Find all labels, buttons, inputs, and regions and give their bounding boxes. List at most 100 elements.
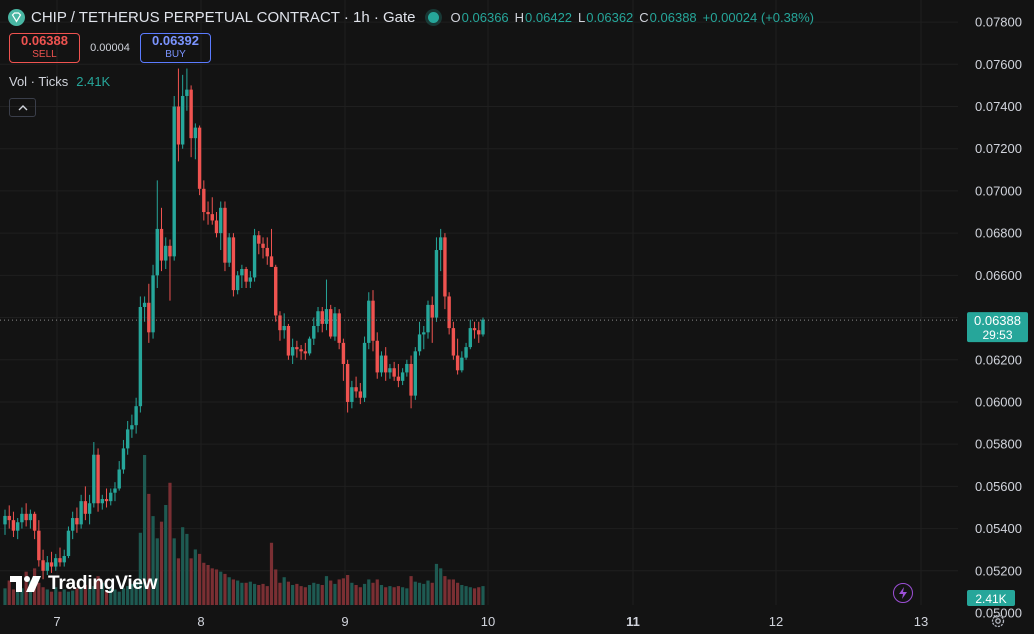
ohlc-high: H0.06422 <box>514 9 573 25</box>
volume-bar <box>100 582 104 605</box>
candle-body <box>134 406 138 426</box>
candle-body <box>240 269 244 276</box>
candle <box>248 271 253 289</box>
grid <box>0 0 958 614</box>
time-axis[interactable]: 7 8 9 10 11 12 13 <box>0 607 958 634</box>
buy-button[interactable]: 0.06392 BUY <box>140 33 211 63</box>
volume-bar <box>286 581 291 605</box>
candle-body <box>379 355 384 373</box>
volume-bar <box>324 576 329 605</box>
candle <box>164 237 168 270</box>
volume-bar <box>337 579 341 605</box>
candle <box>269 228 274 267</box>
volume-bar <box>75 588 79 605</box>
volume-bar <box>307 585 312 605</box>
candle-body <box>130 425 134 430</box>
candle <box>244 266 248 289</box>
volume-bar <box>126 586 130 605</box>
candle <box>422 325 426 350</box>
candle-body <box>185 89 189 96</box>
candle <box>455 338 460 375</box>
volume-bar <box>350 582 354 605</box>
candle-body <box>164 245 168 261</box>
candle <box>134 397 138 434</box>
volume-bar <box>295 583 299 605</box>
candle-body <box>197 127 202 189</box>
volume-bar <box>362 583 367 605</box>
candle-body <box>341 342 346 364</box>
volume-value: 2.41K <box>76 74 111 89</box>
volume-bar <box>202 562 206 605</box>
candle-body <box>79 501 83 525</box>
candle <box>130 414 134 438</box>
candle-body <box>451 328 456 356</box>
x-tick-label: 13 <box>914 614 928 629</box>
candle <box>261 237 265 259</box>
volume-bar <box>83 585 87 605</box>
candle-body <box>244 269 248 282</box>
volume-bar <box>261 583 265 605</box>
x-tick-label: 8 <box>197 614 204 629</box>
buy-label: BUY <box>165 49 186 60</box>
candle <box>460 351 464 373</box>
volume-bar <box>265 586 269 605</box>
volume-bar <box>189 558 193 605</box>
lightning-button[interactable] <box>893 583 913 603</box>
candle-body <box>303 351 308 354</box>
candle <box>312 317 316 345</box>
candle-body <box>413 351 418 396</box>
volume-bar <box>66 591 71 605</box>
x-tick-label: 7 <box>53 614 60 629</box>
volume-bar <box>401 587 405 605</box>
lightning-icon <box>899 587 907 599</box>
volume-bar <box>358 587 362 605</box>
candle-body <box>41 560 45 571</box>
candle <box>79 494 83 529</box>
tradingview-logo[interactable]: TradingView <box>10 573 158 595</box>
sell-button[interactable]: 0.06388 SELL <box>9 33 80 63</box>
candle <box>447 292 451 335</box>
candle-body <box>142 302 147 307</box>
candle <box>341 338 346 381</box>
candle-body <box>257 235 261 244</box>
ohlc-low: L0.06362 <box>578 9 634 25</box>
candle-body <box>405 363 409 373</box>
candle-body <box>219 207 223 234</box>
x-tick-label: 12 <box>769 614 783 629</box>
volume-bar <box>472 588 477 605</box>
candle <box>45 556 49 576</box>
volume-bar <box>430 582 434 605</box>
market-status-icon[interactable] <box>427 11 439 23</box>
candle <box>176 68 181 162</box>
candle-body <box>70 518 75 531</box>
symbol-logo-icon[interactable] <box>8 8 25 26</box>
volume-bar <box>164 505 168 605</box>
candle-body <box>83 501 88 514</box>
candle-body <box>286 325 291 356</box>
candle <box>367 292 371 350</box>
volume-bar <box>159 521 164 605</box>
volume-bar <box>456 582 460 605</box>
y-tick-label: 0.05800 <box>975 437 1022 452</box>
volume-bar <box>460 585 464 605</box>
gear-icon[interactable] <box>990 613 1006 629</box>
candle <box>333 307 337 341</box>
buy-price: 0.06392 <box>152 33 199 48</box>
volume-bar <box>409 576 413 605</box>
y-tick-label: 0.07800 <box>975 15 1022 30</box>
trade-panel: 0.06388 SELL 0.00004 0.06392 BUY <box>9 33 211 63</box>
volume-legend[interactable]: Vol · Ticks 2.41K <box>9 74 110 89</box>
candle <box>265 237 269 265</box>
candle-body <box>358 391 363 398</box>
candle-body <box>417 334 422 352</box>
candle-body <box>426 304 430 333</box>
candle-body <box>20 513 24 523</box>
y-tick-label: 0.07600 <box>975 57 1022 72</box>
candle-body <box>316 311 320 326</box>
volume-bar <box>333 583 337 605</box>
collapse-legend-button[interactable] <box>9 98 36 117</box>
candle <box>379 351 384 377</box>
symbol-title[interactable]: CHIP / TETHERUS PERPETUAL CONTRACT · 1h … <box>31 8 416 26</box>
volume-badge: 2.41K <box>967 590 1015 606</box>
